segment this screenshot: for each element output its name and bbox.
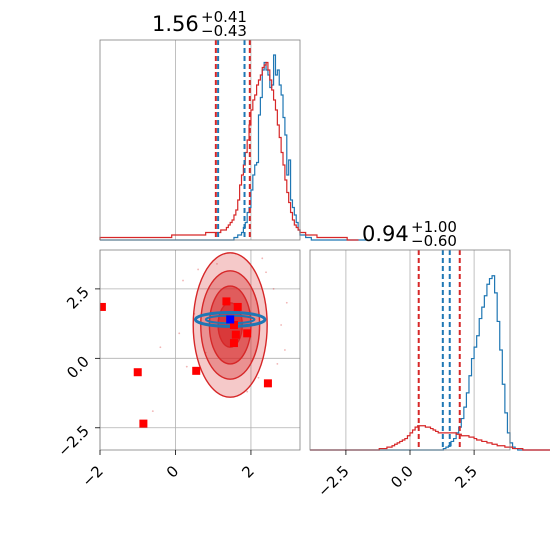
joint-faint-sample-10: [216, 262, 218, 265]
joint-red-marker-4: [222, 297, 231, 306]
joint-blue-marker: [226, 315, 235, 324]
param-2-upper-error: +1.00: [411, 218, 457, 236]
joint-faint-sample-14: [178, 332, 181, 335]
marginal-histogram-param-1: 1.56 +0.41 −0.43: [99, 8, 367, 241]
marginal-histogram-param-2: −2.5 0.0 2.5 0.94 +1.00 −0.60: [309, 218, 550, 501]
joint-red-marker-1: [133, 368, 142, 377]
param-2-x-tick-label-0: −2.5: [314, 462, 352, 500]
joint-red-marker-10: [263, 379, 272, 388]
param-1-median: 1.56: [152, 12, 199, 36]
param-2-summary-title: 0.94: [362, 222, 409, 246]
joint-faint-sample-13: [285, 301, 288, 304]
joint-y-tick-label-2: −2.5: [54, 422, 92, 460]
joint-faint-sample-4: [280, 324, 283, 326]
param-1-histogram-series-0: [100, 54, 367, 241]
param-2-median: 0.94: [362, 222, 409, 246]
joint-red-marker-5: [233, 302, 242, 311]
joint-faint-sample-11: [276, 362, 279, 365]
joint-faint-sample-0: [182, 279, 184, 282]
joint-faint-sample-16: [159, 346, 162, 349]
joint-red-marker-7: [231, 330, 240, 339]
param-2-lower-error: −0.60: [411, 232, 457, 250]
joint-red-marker-6: [229, 321, 238, 329]
joint-faint-sample-1: [197, 268, 200, 271]
joint-faint-sample-3: [272, 287, 275, 290]
joint-y-tick-label-0: 2.5: [63, 283, 93, 313]
joint-faint-sample-2: [265, 271, 267, 274]
marginal-histogram-param-1-frame: [99, 39, 301, 241]
joint-faint-sample-6: [185, 365, 188, 368]
joint-red-marker-2: [139, 419, 148, 428]
joint-faint-sample-7: [257, 376, 260, 379]
param-1-summary-title: 1.56: [152, 12, 199, 36]
joint-red-marker-0: [100, 302, 106, 311]
joint-faint-sample-17: [261, 257, 264, 260]
param-1-histogram-series-1: [99, 61, 359, 241]
joint-x-tick-label-1: 0: [163, 462, 182, 481]
joint-red-marker-9: [243, 329, 252, 338]
param-2-x-tick-label-2: 2.5: [451, 462, 481, 492]
joint-red-marker-8: [229, 339, 238, 348]
param-1-upper-error: +0.41: [201, 8, 247, 26]
joint-faint-sample-15: [246, 390, 249, 393]
joint-scatter-param-1-param-2: −2 0 2 2.5 0.0 −2.5: [54, 249, 301, 490]
param-1-lower-error: −0.43: [201, 22, 247, 40]
joint-faint-sample-9: [151, 410, 154, 413]
joint-scatter-frame: [99, 249, 301, 451]
joint-x-tick-label-0: −2: [78, 462, 106, 490]
param-2-x-tick-label-1: 0.0: [387, 462, 417, 492]
joint-x-tick-label-2: 2: [238, 462, 257, 481]
joint-red-marker-3: [192, 366, 201, 375]
joint-faint-sample-5: [284, 349, 286, 351]
joint-y-tick-label-1: 0.0: [63, 352, 93, 382]
